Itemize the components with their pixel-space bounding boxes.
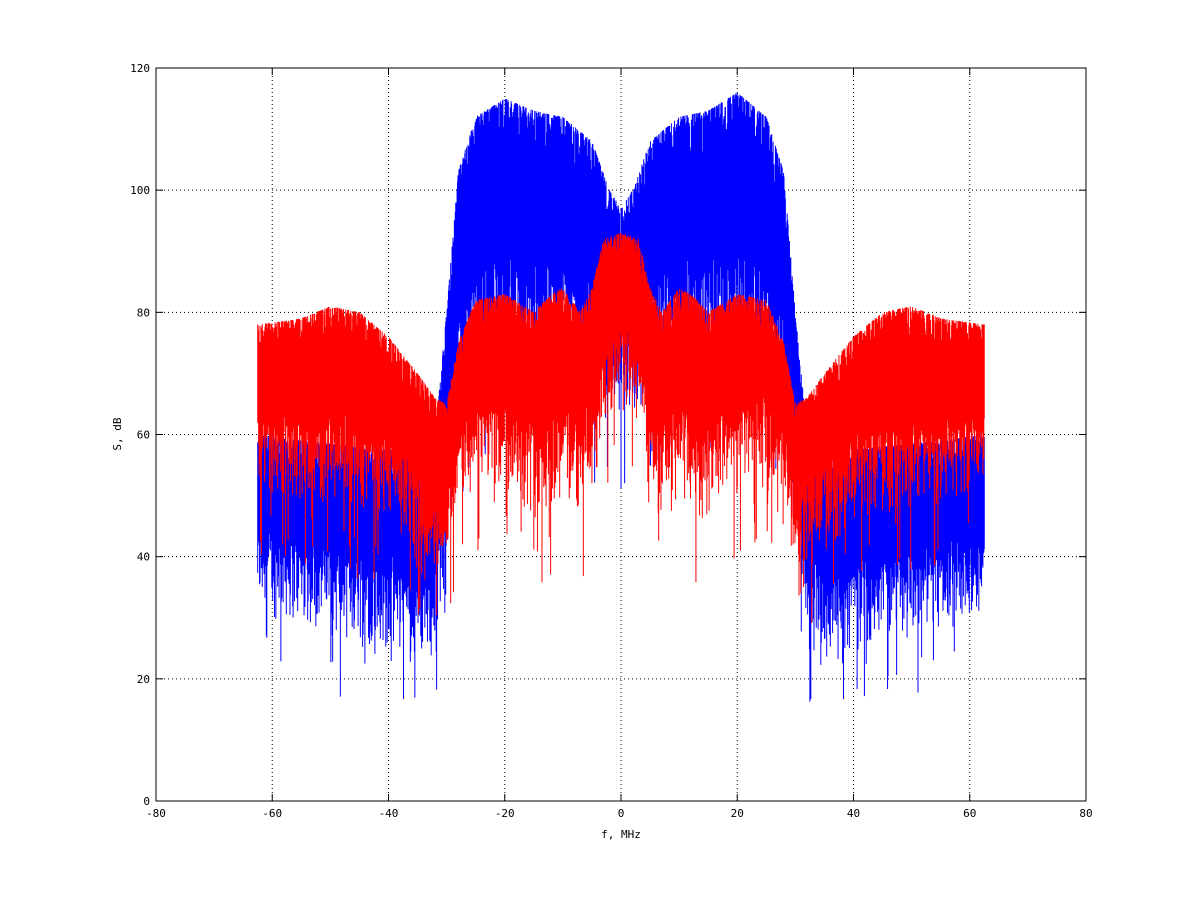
x-tick-label: 40 (847, 807, 860, 820)
y-tick-label: 40 (137, 551, 150, 564)
series-layer (257, 92, 985, 702)
plot-area: -80 -60 -40 -20 0 20 40 60 80 0 20 40 60 80 100 120 (130, 62, 1093, 820)
tick-labels: -80 -60 -40 -20 0 20 40 60 80 0 20 40 60 80 100 120 (130, 62, 1093, 820)
y-tick-label: 20 (137, 673, 150, 686)
x-tick-label: -60 (262, 807, 282, 820)
x-axis-label: f, MHz (601, 828, 641, 841)
series-2-trace (257, 233, 985, 623)
y-axis-label: S, dB (111, 417, 124, 450)
x-tick-label: 60 (963, 807, 976, 820)
y-tick-label: 80 (137, 306, 150, 319)
y-tick-label: 0 (143, 795, 150, 808)
y-tick-label: 60 (137, 429, 150, 442)
x-tick-label: 80 (1079, 807, 1092, 820)
x-tick-label: -20 (495, 807, 515, 820)
x-tick-label: 0 (618, 807, 625, 820)
x-tick-label: -80 (146, 807, 166, 820)
x-tick-label: 20 (731, 807, 744, 820)
tick-marks (155, 67, 1087, 802)
series-2 (257, 233, 985, 623)
x-tick-label: -40 (379, 807, 399, 820)
y-tick-label: 120 (130, 62, 150, 75)
y-tick-label: 100 (130, 184, 150, 197)
